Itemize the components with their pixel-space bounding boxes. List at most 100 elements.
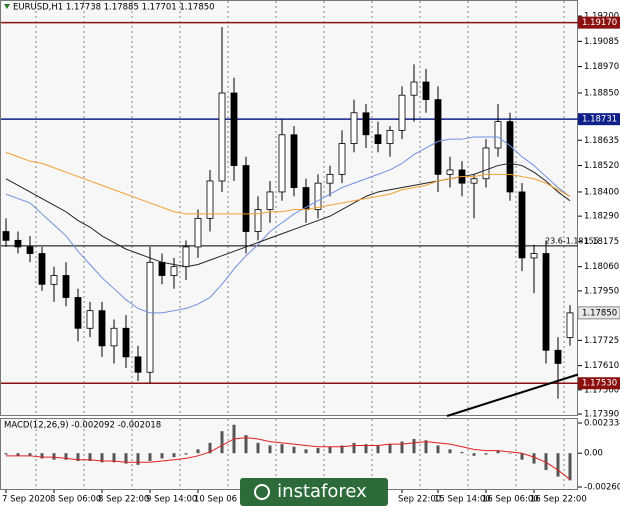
y-tick-label: 1.18520 [584, 161, 619, 171]
candle-body [506, 121, 514, 193]
candle-body [410, 81, 418, 96]
macd-bar [28, 453, 32, 456]
level-tag-label: 1.19170 [582, 18, 617, 28]
macd-bar [520, 453, 524, 460]
candle-body [194, 217, 202, 248]
candle-body [122, 327, 130, 358]
macd-bar [556, 453, 560, 477]
time-grid [35, 1, 565, 490]
macd-bar [220, 431, 224, 454]
candle-body [242, 165, 250, 232]
candle-body [566, 312, 574, 338]
macd-bar [268, 445, 272, 454]
y-tick-label: -0.002609 [584, 483, 620, 493]
moving-average [5, 151, 571, 215]
candle-body [86, 310, 94, 329]
candle-body [434, 99, 442, 175]
macd-title: MACD(12,26,9) -0.002092 -0.002018 [4, 421, 161, 431]
candle-body [326, 173, 334, 184]
macd-bar [40, 453, 44, 459]
macd-bar [160, 453, 164, 459]
price-tag [577, 306, 620, 320]
y-tick-label: 1.18635 [584, 136, 619, 146]
macd-bar [124, 453, 128, 464]
trendline [446, 373, 579, 417]
candle-body [290, 134, 298, 188]
chart-title: EURUSD,H1 1.17738 1.17885 1.17701 1.1785… [13, 3, 215, 13]
level-tag [578, 16, 620, 29]
macd-bar [364, 444, 368, 454]
x-tick-label: 15 Sep 14:00 [434, 495, 491, 505]
y-tick-label: 1.19200 [584, 12, 619, 22]
macd-bar [148, 453, 152, 461]
candle-body [218, 92, 226, 182]
macd-bar [256, 442, 260, 454]
candle-body [314, 182, 322, 210]
macd-pane [0, 418, 578, 490]
y-tick-label: 1.18400 [584, 187, 619, 197]
macd-bar [472, 453, 476, 456]
macd-bar [328, 446, 332, 454]
macd-bar [4, 453, 8, 455]
y-tick-label: 1.17725 [584, 336, 619, 346]
candle-body [374, 134, 382, 144]
candle-body [422, 81, 430, 101]
watermark: instaforex [277, 481, 367, 502]
macd-bar [208, 442, 212, 454]
macd-bar [532, 453, 536, 464]
macd-bar [88, 453, 92, 461]
candle-body [170, 266, 178, 276]
candle-body [362, 112, 370, 136]
macd-bar [424, 440, 428, 454]
candle-body [230, 92, 238, 166]
macd-bar [388, 444, 392, 454]
macd-signal [6, 437, 571, 480]
candle-body [74, 297, 82, 329]
x-tick-label: 16 Sep 06:00 [482, 495, 539, 505]
price-tag-label: 1.17850 [582, 308, 617, 318]
macd-bar [376, 445, 380, 454]
y-tick-label: 1.19085 [584, 37, 619, 47]
x-tick-label: 8 Sep 22:00 [98, 495, 149, 505]
y-tick-label: 1.18175 [584, 237, 619, 247]
fibo-label: 23.6-1.18155 [545, 236, 599, 245]
candle-body [50, 275, 58, 285]
candle-body [98, 310, 106, 347]
candle-body [554, 349, 562, 364]
macd-bar [196, 449, 200, 454]
macd-bar [100, 453, 104, 463]
candle-body [146, 261, 154, 373]
macd-bar [460, 451, 464, 454]
macd-bar [76, 453, 80, 461]
candle-body [446, 169, 454, 175]
macd-bar [448, 449, 452, 454]
x-tick-label: Sep 22:00 [398, 495, 441, 505]
macd-bar [16, 453, 20, 456]
moving-average [5, 136, 571, 314]
macd-bar [412, 438, 416, 454]
macd-bar [172, 453, 176, 458]
candle-body [530, 253, 538, 259]
candle-body [470, 178, 478, 184]
candle-body [158, 261, 166, 276]
macd-bar [496, 450, 500, 454]
level-tag-label: 1.17530 [582, 379, 617, 389]
header-icon [4, 4, 10, 9]
y-tick-label: 0.00 [584, 449, 603, 459]
macd-bar [184, 453, 188, 455]
moving-average [5, 162, 571, 268]
candle-body [2, 231, 10, 241]
macd-bar [136, 453, 140, 465]
main-pane [0, 0, 578, 416]
candle-body [494, 121, 502, 149]
macd-bar [400, 441, 404, 454]
candle-body [266, 191, 274, 210]
candle-body [206, 180, 214, 219]
y-tick-label: 0.002334 [584, 418, 620, 428]
macd-bar [64, 453, 68, 460]
x-tick-label: 10 Sep 06 [194, 495, 237, 505]
candle-body [254, 209, 262, 232]
macd-bar [508, 453, 512, 454]
y-tick-label: 1.18970 [584, 62, 619, 72]
